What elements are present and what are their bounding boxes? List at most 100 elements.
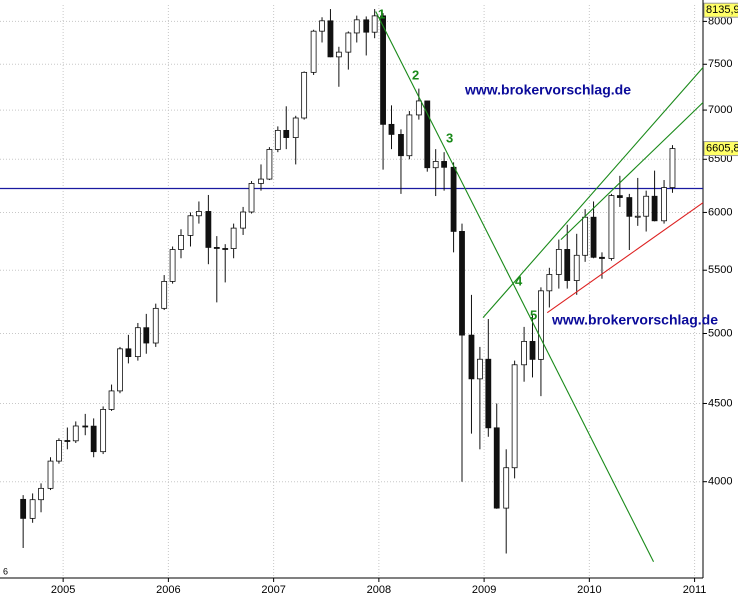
trend-line [482,67,704,318]
candle-body [564,249,571,281]
candle-body [205,211,212,248]
candle-body [626,197,633,217]
candle-body [616,195,623,198]
x-tick-label: 2010 [577,584,601,596]
candle-body [599,256,605,259]
candle-body [493,427,500,509]
point-label: 5 [530,307,537,322]
candle-body [222,248,229,250]
y-tick-label: 6500 [708,153,732,165]
candle-body [248,183,255,213]
candle-body [476,358,483,380]
price-label: 8135,9 [706,4,738,16]
candle-body [20,498,27,519]
candle-body [64,440,71,442]
candle-body [450,166,457,232]
y-tick-label: 7000 [708,104,732,116]
corner-label: 6 [3,566,8,576]
candle-body [319,20,325,32]
candle-body [38,487,44,501]
trend-line [546,202,704,314]
candle-body [661,187,667,222]
candle-body [406,114,413,157]
x-tick-label: 2005 [51,584,75,596]
candle-body [371,15,378,33]
candle-body [363,19,370,33]
candle-body [213,247,220,249]
candle-body [538,290,544,360]
candle-body [117,348,123,392]
watermark: www.brokervorschlag.de [464,82,631,98]
candle-body [258,178,264,184]
candle-body [82,425,89,428]
candle-body [651,195,658,222]
candle-body [432,161,439,169]
candle-body [100,409,107,453]
candle-body [292,117,299,138]
candle-body [398,134,404,157]
candle-body [301,71,308,119]
candle-body [468,334,475,380]
point-label: 4 [515,273,523,288]
candle-body [643,195,650,217]
candle-body [353,19,360,34]
candle-body [169,249,176,282]
candle-body [196,211,202,217]
candle-body [424,100,431,169]
y-tick-label: 5000 [708,327,732,339]
price-label: 6605,8 [706,142,738,154]
candle-body [56,440,62,462]
candle-body [590,216,597,258]
candle-body [187,215,194,236]
y-tick-label: 7500 [708,58,732,70]
candle-body [459,231,465,336]
trend-line [375,11,655,562]
x-tick-label: 2009 [472,584,496,596]
point-label: 1 [378,6,385,21]
candle-body [345,32,352,53]
candle-body [573,254,580,281]
x-tick-label: 2007 [261,584,285,596]
price-label-box [703,2,738,18]
candle-body [582,216,589,256]
candle-body [72,425,79,442]
candle-body [503,467,510,509]
candle-body [240,211,247,229]
candle-body [152,307,159,344]
candle-body [143,327,150,344]
candle-body [608,195,615,259]
x-tick-label: 2006 [156,584,180,596]
candle-body [511,364,518,469]
candle-body [335,51,342,58]
y-tick-label: 4500 [708,397,732,409]
candle-body [380,15,386,125]
x-tick-label: 2008 [367,584,391,596]
candle-body [555,249,562,275]
y-tick-label: 4000 [708,476,732,488]
watermark: www.brokervorschlag.de [551,312,718,328]
y-tick-label: 8000 [708,15,732,27]
candle-body [230,227,237,250]
y-tick-label: 5500 [708,264,732,276]
candle-body [108,390,115,410]
candle-body [327,20,334,58]
candle-body [634,215,641,218]
candle-body [388,123,395,135]
price-label-box [703,141,738,157]
candle-body [125,348,132,358]
candle-body [441,161,448,168]
candle-body [274,129,281,150]
candle-body [529,340,536,360]
point-label: 3 [446,130,453,145]
trend-line [560,102,704,241]
candle-body [310,30,317,73]
x-tick-label: 2011 [683,584,707,596]
candle-body [266,149,273,180]
point-label: 2 [412,67,419,82]
candle-body [178,235,184,250]
candle-body [546,274,553,292]
candle-body [521,340,527,366]
candle-body [283,129,290,138]
